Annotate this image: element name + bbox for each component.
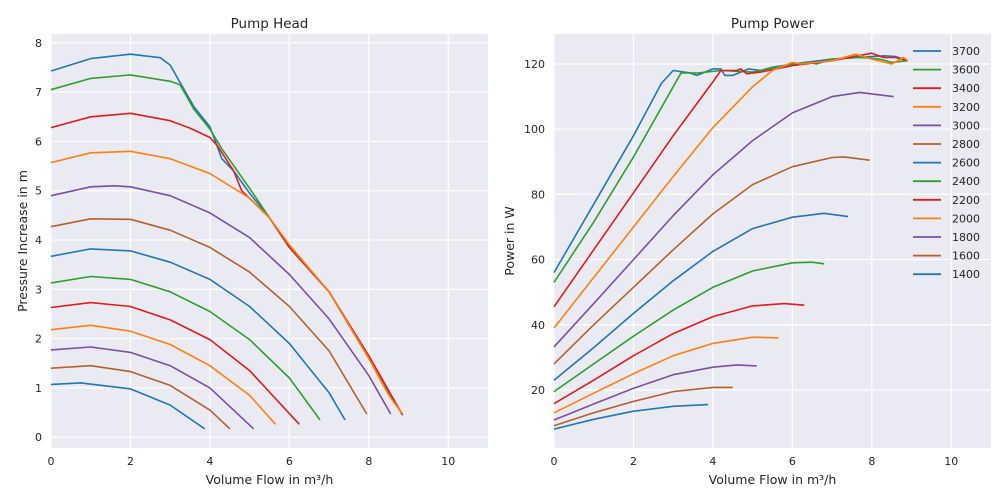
pump-power-ylabel: Power in W: [502, 206, 517, 276]
series-line-2200: [50, 301, 300, 425]
series-line-1600: [50, 364, 231, 430]
y-tick-label: 6: [35, 135, 42, 148]
series-line-2800: [553, 156, 870, 365]
series-line-2200: [553, 302, 805, 405]
series-line-2800: [50, 218, 368, 415]
y-tick-label: 0: [35, 431, 42, 444]
series-line-1400: [50, 382, 206, 430]
legend-label: 2600: [952, 157, 980, 170]
pump-power-plot-area: [554, 34, 991, 448]
legend-label: 3700: [952, 45, 980, 58]
series-line-3200: [553, 53, 909, 329]
legend: 3700 3600 3400 3200 3000 2800 2600 2400 2200 2000…: [913, 45, 980, 281]
series-line-1800: [553, 364, 757, 421]
x-tick-label: 8: [868, 455, 875, 468]
x-tick-label: 0: [551, 455, 558, 468]
y-tick-label: 40: [531, 319, 545, 332]
pump-head-title: Pump Head: [231, 16, 309, 32]
x-tick-label: 2: [630, 455, 637, 468]
legend-label: 3000: [952, 119, 980, 132]
series-line-3200: [50, 150, 404, 415]
pump-head-axes: Pump Head Volume Flow in m³/h Pressure I…: [15, 16, 488, 487]
x-tick-label: 6: [286, 455, 293, 468]
legend-label: 3400: [952, 82, 980, 95]
series-line-3400: [553, 52, 908, 308]
y-tick-label: 8: [35, 37, 42, 50]
series-line-3600: [553, 56, 908, 283]
y-tick-label: 100: [524, 123, 545, 136]
legend-label: 1800: [952, 231, 980, 244]
x-tick-label: 10: [944, 455, 958, 468]
x-tick-label: 2: [127, 455, 134, 468]
pump-power-title: Pump Power: [731, 16, 815, 32]
y-tick-label: 3: [35, 283, 42, 296]
x-tick-label: 10: [441, 455, 455, 468]
x-tick-label: 4: [709, 455, 716, 468]
pump-head-plot-area: [51, 34, 488, 448]
y-tick-label: 20: [531, 384, 545, 397]
legend-label: 3600: [952, 64, 980, 77]
legend-label: 2800: [952, 138, 980, 151]
series-line-2600: [553, 212, 849, 381]
legend-label: 1400: [952, 268, 980, 281]
series-line-2000: [50, 324, 277, 425]
legend-label: 2400: [952, 175, 980, 188]
pump-head-ylabel: Pressure Increase in m: [15, 170, 30, 312]
legend-label: 2200: [952, 194, 980, 207]
pump-power-axes: Pump Power Volume Flow in m³/h Power in …: [502, 16, 991, 487]
series-line-2400: [553, 261, 825, 393]
series-line-1400: [553, 403, 709, 430]
series-line-2400: [50, 275, 321, 421]
series-line-2000: [553, 336, 779, 414]
pump-head-xlabel: Volume Flow in m³/h: [206, 472, 334, 487]
legend-label: 2000: [952, 212, 980, 225]
series-line-3000: [553, 91, 894, 348]
legend-label: 3200: [952, 101, 980, 114]
series-line-3000: [50, 185, 392, 415]
y-tick-label: 1: [35, 382, 42, 395]
x-tick-label: 8: [365, 455, 372, 468]
x-tick-label: 4: [206, 455, 213, 468]
y-tick-label: 60: [531, 254, 545, 267]
y-tick-label: 4: [35, 234, 42, 247]
series-line-1600: [553, 386, 733, 427]
y-tick-label: 120: [524, 58, 545, 71]
y-tick-label: 7: [35, 86, 42, 99]
series-line-2600: [50, 248, 346, 421]
pump-power-xlabel: Volume Flow in m³/h: [709, 472, 837, 487]
x-tick-label: 0: [48, 455, 55, 468]
y-tick-label: 2: [35, 333, 42, 346]
y-tick-label: 5: [35, 185, 42, 198]
y-tick-label: 80: [531, 188, 545, 201]
x-tick-label: 6: [789, 455, 796, 468]
legend-label: 1600: [952, 250, 980, 263]
series-line-1800: [50, 346, 255, 430]
